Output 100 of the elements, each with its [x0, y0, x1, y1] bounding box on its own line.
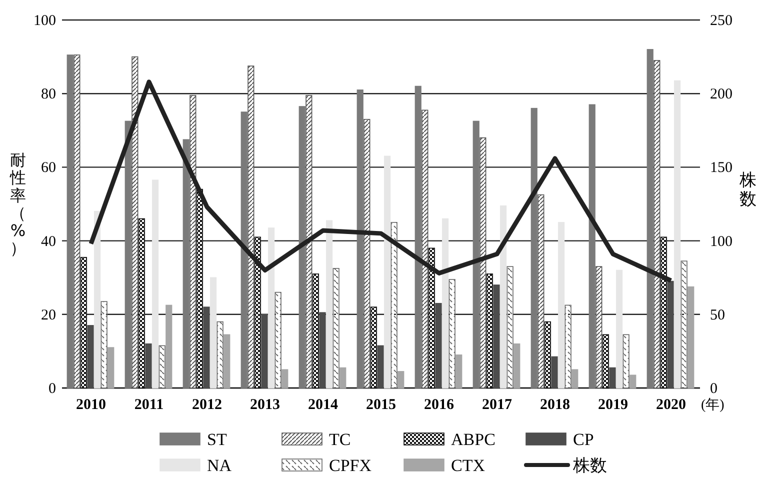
y2-tick-label: 100 [710, 234, 732, 250]
bar [486, 274, 494, 388]
y-tick-label: 80 [41, 86, 56, 103]
bar [124, 120, 132, 388]
bar [138, 218, 146, 388]
bar [248, 66, 254, 388]
bar [688, 286, 694, 388]
y2-tick-label: 200 [710, 86, 732, 103]
bar [506, 266, 514, 388]
legend-label: NA [207, 456, 232, 475]
bar [646, 49, 654, 388]
x-tick-label: 2013 [250, 397, 280, 413]
bar [572, 369, 578, 388]
bar [203, 306, 210, 388]
bar [261, 314, 268, 388]
legend-label: TC [329, 430, 351, 449]
legend-label: CP [573, 430, 594, 449]
bar [364, 118, 370, 388]
legend-label: ST [207, 430, 228, 449]
legend-label: 株数 [572, 456, 607, 475]
bar [442, 218, 449, 388]
bar [100, 301, 108, 388]
x-tick-label: 2015 [366, 397, 396, 413]
bar [674, 80, 681, 388]
y2-tick-label: 150 [710, 160, 732, 176]
bar [182, 139, 190, 388]
bar [87, 325, 94, 388]
y2-tick-label: 250 [710, 13, 732, 29]
bar [274, 292, 282, 388]
bar [210, 277, 217, 388]
legend-label: CTX [451, 456, 485, 475]
bar [240, 112, 248, 388]
y2-tick-label: 50 [710, 307, 725, 324]
x-tick-label: 2014 [308, 397, 338, 413]
bar [384, 156, 391, 388]
bar [602, 334, 610, 388]
x-tick-label: 2020 [656, 397, 686, 413]
bar [551, 356, 558, 388]
y-axis-title: 耐性率（%） [9, 150, 26, 258]
bar [190, 95, 196, 388]
bar [514, 343, 520, 388]
bar [596, 266, 602, 388]
bar [609, 367, 616, 388]
bar [558, 222, 565, 388]
bar [480, 137, 486, 388]
bar [326, 220, 333, 388]
y-tick-label: 60 [41, 160, 56, 176]
bar [456, 354, 462, 388]
bar [166, 304, 172, 388]
bar [377, 345, 384, 388]
bar [493, 284, 500, 388]
bar [564, 304, 572, 388]
bar [66, 54, 74, 388]
y2-tick-label: 0 [710, 381, 718, 397]
bar [254, 236, 262, 388]
y-tick-label: 20 [41, 307, 56, 324]
bar [356, 90, 364, 388]
bar [268, 228, 275, 388]
bar [370, 306, 378, 388]
bar [390, 222, 398, 388]
x-tick-label: 2017 [482, 397, 512, 413]
bar [680, 260, 688, 388]
bar [132, 56, 138, 388]
bar [616, 270, 623, 388]
bar [340, 367, 346, 388]
bar [428, 248, 436, 388]
x-tick-label: 2010 [76, 397, 106, 413]
bar [435, 302, 442, 388]
y-tick-label: 0 [48, 381, 56, 397]
bar [196, 188, 204, 388]
x-tick-label: 2011 [134, 397, 164, 413]
bar [312, 274, 320, 388]
bar [306, 95, 312, 388]
x-tick-label: 2019 [598, 397, 628, 413]
bar [622, 334, 630, 388]
legend-label: CPFX [329, 456, 372, 475]
bar [414, 86, 422, 388]
bar [667, 280, 674, 388]
y2-axis-title: 株数 [738, 170, 756, 210]
bar [216, 321, 224, 388]
bar [660, 236, 668, 388]
bar [282, 369, 288, 388]
y-tick-label: 40 [41, 234, 56, 250]
bar [108, 347, 114, 388]
bar [538, 194, 544, 388]
bar [500, 205, 507, 388]
legend-label: ABPC [451, 430, 496, 449]
bar [319, 312, 326, 388]
x-axis-title: (年) [701, 397, 725, 413]
bar [94, 210, 101, 388]
bar [630, 374, 636, 388]
bar [544, 321, 552, 388]
bar [422, 110, 428, 388]
x-tick-label: 2016 [424, 397, 454, 413]
bar [224, 334, 230, 388]
bar [448, 279, 456, 388]
bar [588, 104, 596, 388]
bar [74, 54, 80, 388]
bar [654, 60, 660, 388]
bar [145, 343, 152, 388]
